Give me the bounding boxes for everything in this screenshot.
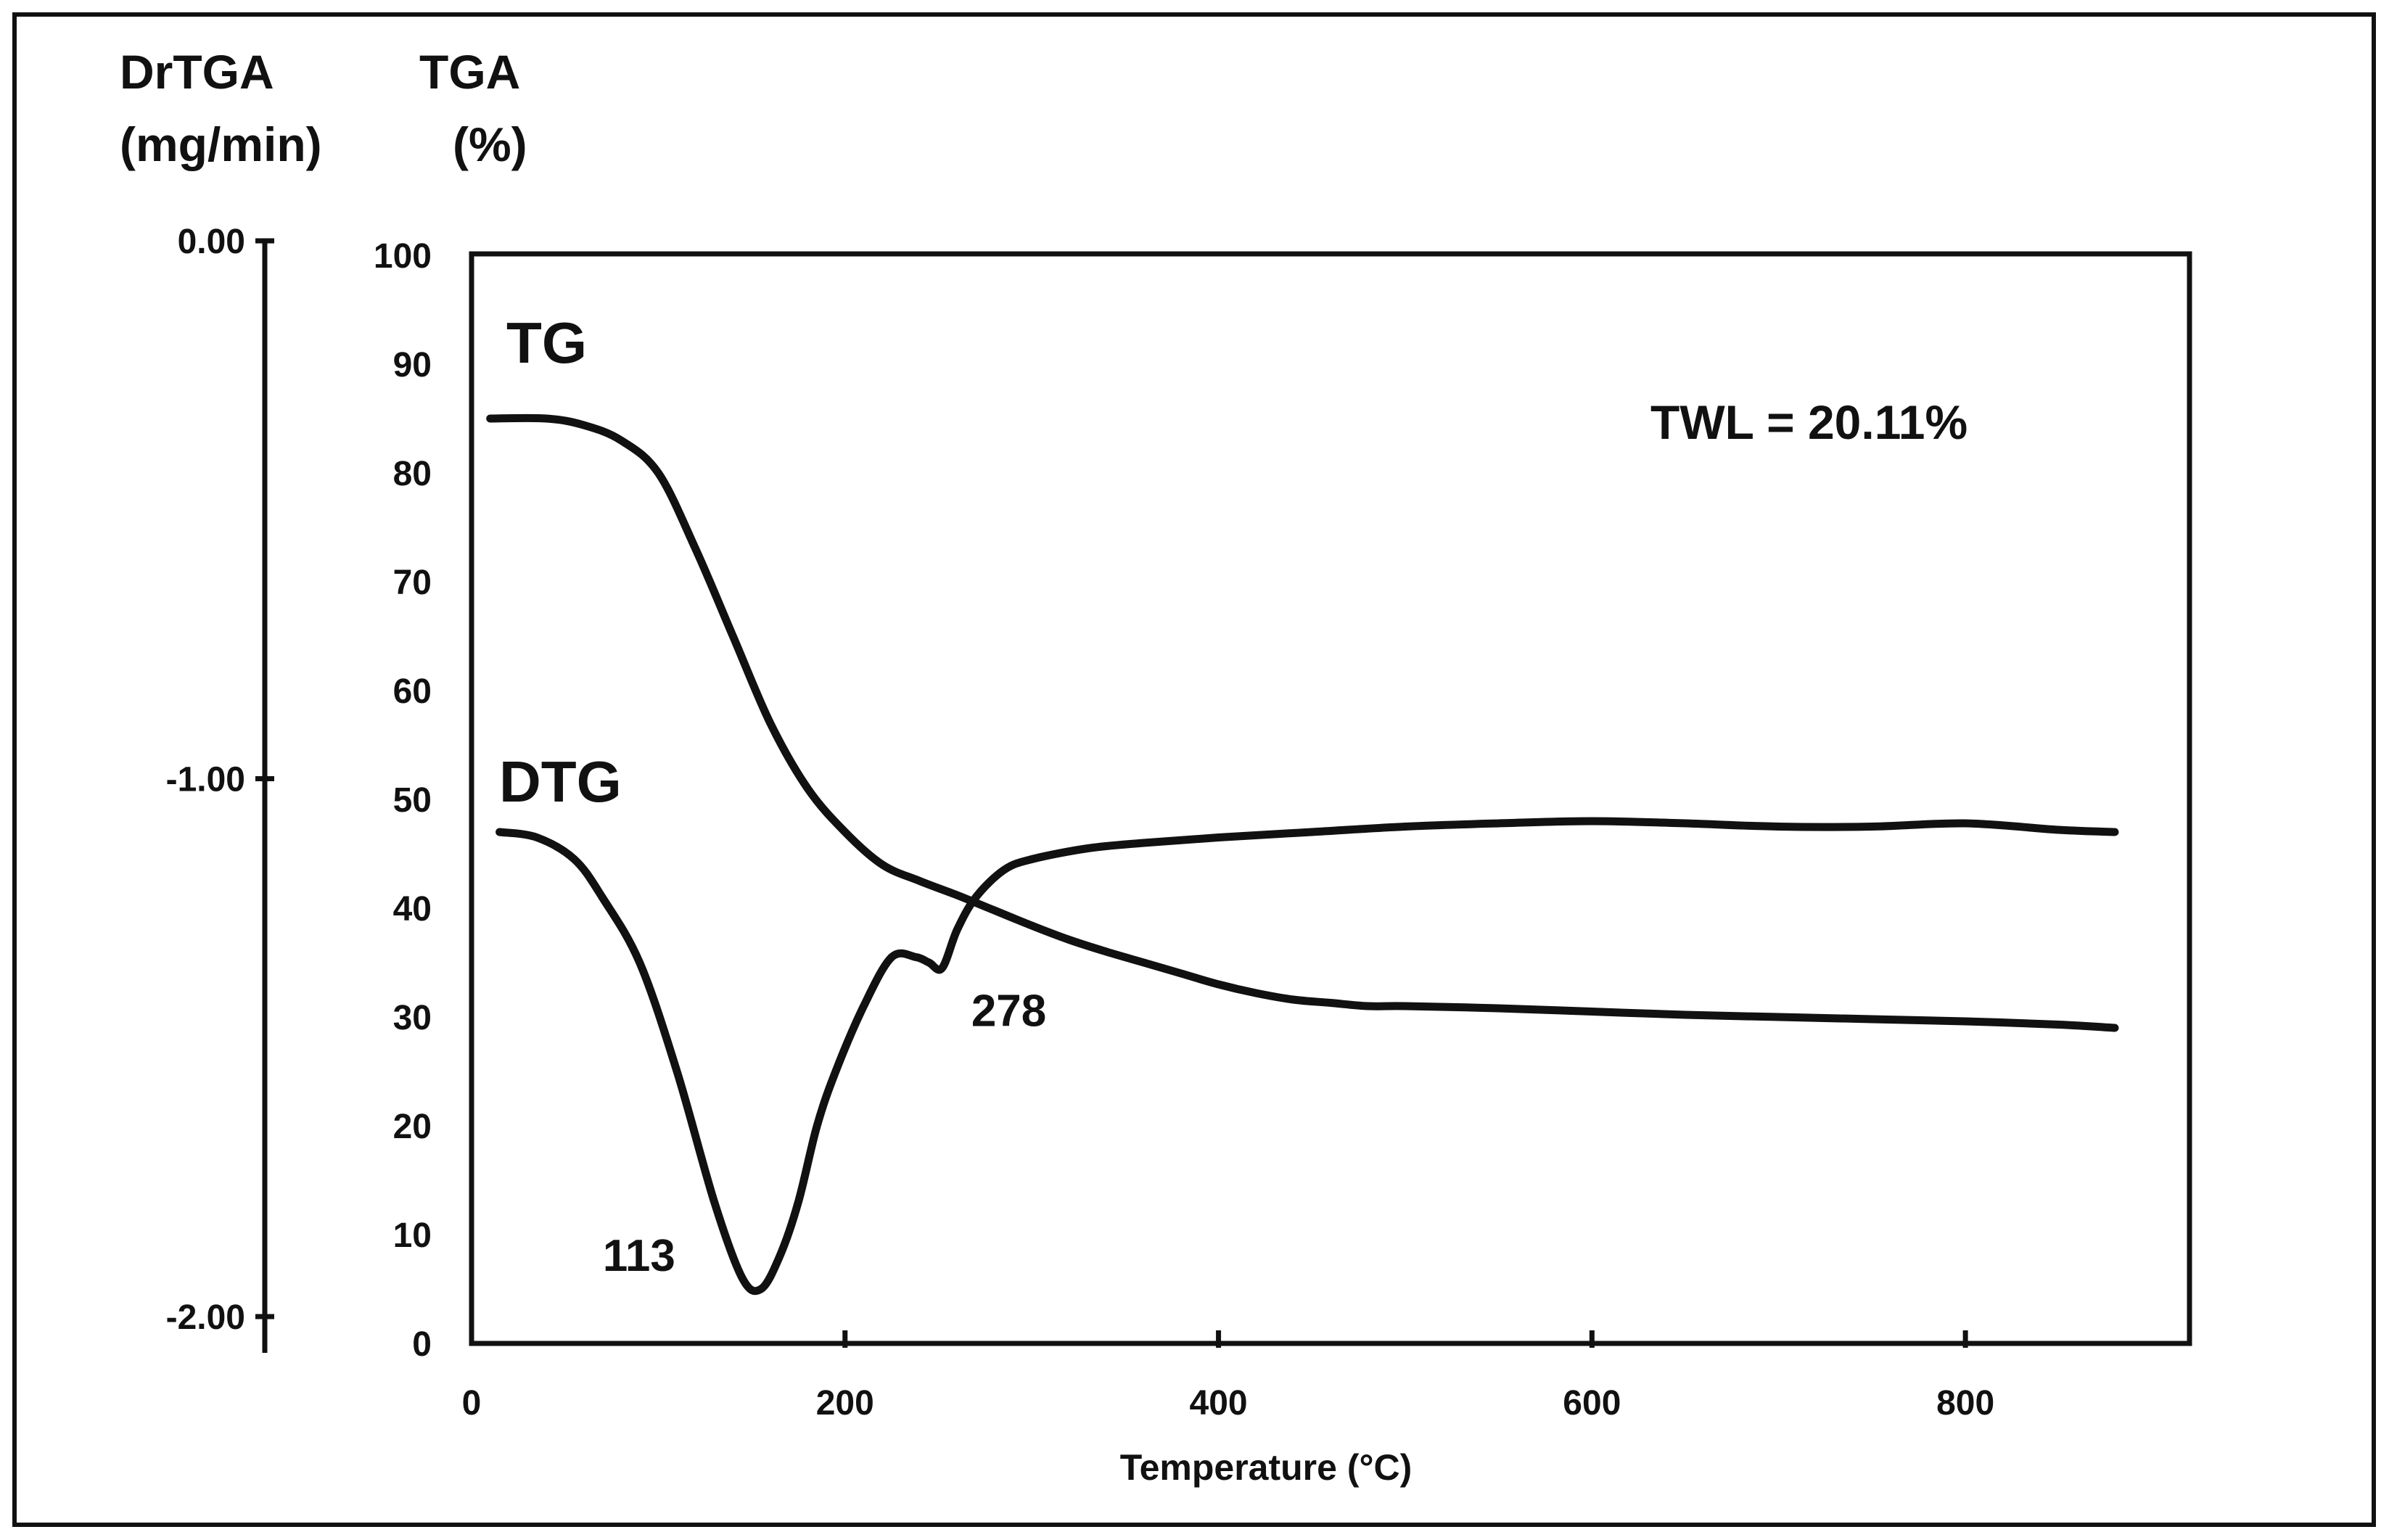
- drtga-tick-label: -1.00: [166, 761, 245, 799]
- plot-frame: [469, 251, 2192, 1346]
- drtga-tick-label: -2.00: [166, 1298, 245, 1337]
- drtga-tick-group: 0.00 -1.00 -2.00: [166, 223, 274, 1337]
- peak-annotation-278: 278: [971, 987, 1046, 1037]
- tga-tick-label: 10: [393, 1216, 432, 1255]
- tga-tick-label: 70: [393, 564, 432, 602]
- dtg-curve: [496, 817, 2119, 1296]
- x-tick-label: 600: [1563, 1384, 1621, 1422]
- tga-tick-label: 50: [393, 781, 432, 820]
- tg-curve: [486, 413, 2119, 1032]
- tga-axis-title-line1: TGA: [419, 45, 520, 99]
- tga-tick-label: 40: [393, 890, 432, 928]
- x-axis-title: Temperature (°C): [1120, 1447, 1412, 1488]
- tg-curve-label: TG: [506, 310, 587, 375]
- peak-annotation-113: 113: [603, 1231, 675, 1281]
- dtg-curve-label: DTG: [499, 749, 622, 814]
- tga-tick-label: 100: [374, 237, 432, 276]
- tga-tick-label: 30: [393, 999, 432, 1037]
- x-tick-label: 800: [1936, 1384, 1994, 1422]
- drtga-axis-title-line1: DrTGA: [120, 45, 274, 99]
- twl-note: TWL = 20.11%: [1650, 395, 1967, 449]
- tga-axis-title-line2: (%): [453, 118, 527, 171]
- tga-tick-label: 60: [393, 672, 432, 711]
- tga-tick-label: 20: [393, 1108, 432, 1146]
- tga-tick-label: 90: [393, 346, 432, 384]
- x-tick-group: 0 200 400 600 800: [462, 1330, 1994, 1422]
- tga-tick-group: 0 10 20 30 40 50 60 70 80 90 100: [374, 237, 432, 1364]
- outer-border: [12, 12, 2376, 1527]
- x-tick-label: 400: [1190, 1384, 1248, 1422]
- x-tick-label: 200: [816, 1384, 874, 1422]
- x-tick-label: 0: [462, 1384, 482, 1422]
- drtga-axis-title-line2: (mg/min): [120, 118, 322, 171]
- tga-tick-label: 80: [393, 455, 432, 493]
- tga-tick-label: 0: [412, 1325, 432, 1364]
- drtga-tick-label: 0.00: [178, 223, 245, 261]
